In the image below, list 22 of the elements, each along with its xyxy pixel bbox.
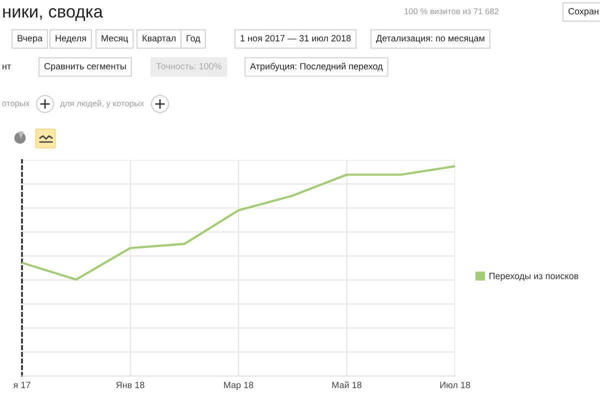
x-tick-label: Май 18 — [332, 381, 362, 388]
text: Месяц — [102, 35, 128, 44]
text: Вчера — [18, 35, 42, 44]
text: 1 ноя 2017 — 31 июл 2018 — [240, 35, 351, 42]
text: Точность: 100% — [156, 63, 222, 70]
text: оторых — [2, 102, 30, 108]
chart-title: ники, сводка — [3, 8, 103, 21]
text: нт — [2, 64, 11, 70]
text: Детализация: по месяцам — [376, 35, 484, 44]
text: Сравнить сегменты — [44, 63, 126, 72]
text: Атрибуция: Последний переход — [250, 62, 383, 72]
text: Неделя — [56, 35, 86, 44]
text: 100 % визитов из 71 682 — [404, 8, 498, 14]
text: для людей, у которых — [60, 100, 144, 108]
legend-label: Переходы из поисков — [489, 272, 578, 282]
text: Квартал — [142, 35, 176, 44]
text: Год — [186, 35, 200, 44]
text: Сохран — [568, 8, 598, 16]
x-tick-label: Июл 18 — [440, 382, 470, 388]
x-tick-label: я 17 — [13, 382, 30, 388]
x-tick-label: Мар 18 — [224, 382, 254, 390]
x-tick-label: Янв 18 — [116, 382, 144, 388]
